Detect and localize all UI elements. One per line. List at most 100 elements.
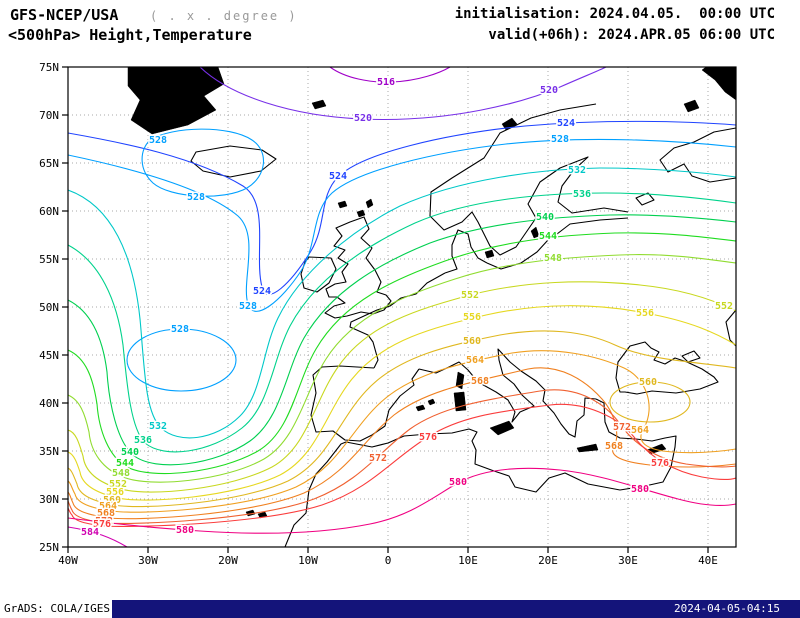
contour-line-524 [68,120,736,295]
lon-label: 30W [138,554,158,567]
contour-label-568: 568 [97,508,115,519]
contour-label-572: 572 [95,516,113,527]
contour-line-520 [199,67,607,121]
contour-label-564: 564 [631,425,649,436]
contour-label-544: 544 [539,231,557,242]
coastline [681,350,701,363]
contour-label-552: 552 [461,290,479,301]
contour-label-524: 524 [557,118,575,129]
contour-label-536: 536 [573,189,591,200]
lon-label: 10E [458,554,478,567]
contour-label-528: 528 [239,301,257,312]
lat-label: 25N [39,541,59,554]
contour-label-528: 528 [149,135,167,146]
coast-land [311,99,327,110]
contour-line-580 [68,467,736,534]
coast-land [356,209,366,218]
contour-label-560: 560 [463,336,481,347]
contour-label-548: 548 [544,253,562,264]
contour-label-532: 532 [149,421,167,432]
contour-label-520: 520 [540,85,558,96]
chart-title: <500hPa> Height,Temperature [8,26,252,44]
creation-timestamp: 2024-04-05-04:15 [674,602,780,615]
contour-line-576 [68,403,736,528]
contour-label-560: 560 [103,495,121,506]
contour-label-576: 576 [93,519,111,530]
coastline [429,103,629,256]
contour-label-516: 516 [377,77,395,88]
contour-label-572: 572 [613,422,631,433]
coastline [615,341,719,395]
lon-label: 20W [218,554,238,567]
contour-line-536 [68,192,736,453]
coast-land [683,99,700,113]
contour-label-524: 524 [253,286,271,297]
contour-label-576: 576 [651,458,669,469]
grid-resolution: ( . x . degree ) [150,9,298,23]
coastline [486,217,629,270]
coast-land [489,420,515,436]
contour-label-556: 556 [106,487,124,498]
contour-label-580: 580 [176,525,194,536]
contour-label-536: 536 [134,435,152,446]
footer-bar: 2024-04-05-04:15 [112,600,800,618]
coast-land [701,67,736,101]
contour-label-528: 528 [551,134,569,145]
coastline [418,348,597,438]
contour-label-568: 568 [471,376,489,387]
coastline [190,145,277,178]
contour-line-584 [68,526,128,547]
coast-land [415,404,426,412]
coastline [284,398,677,547]
coastline [635,192,655,206]
lon-label: 20E [538,554,558,567]
contour-line-560 [609,381,691,423]
contour-line-564 [68,350,736,513]
contour-label-556: 556 [636,308,654,319]
contour-label-544: 544 [116,458,134,469]
contour-label-524: 524 [329,171,347,182]
contour-label-552: 552 [109,479,127,490]
contour-line-568 [68,367,736,520]
contour-label-528: 528 [187,192,205,203]
coast-land [576,443,599,453]
coastline [444,229,488,274]
lat-label: 55N [39,253,59,266]
valid-time: valid(+06h): 2024.APR.05 06:00 UTC [488,27,775,43]
lon-label: 30E [618,554,638,567]
contour-label-556: 556 [463,312,481,323]
lon-label: 10W [298,554,318,567]
coastline [659,127,736,183]
lon-label: 40W [58,554,78,567]
lat-label: 40N [39,397,59,410]
coastline [324,216,392,319]
lat-label: 60N [39,205,59,218]
contour-label-520: 520 [354,113,372,124]
contour-label-580: 580 [631,484,649,495]
contour-label-564: 564 [466,355,484,366]
contours [68,67,736,547]
init-time: initialisation: 2024.04.05. 00:00 UTC [454,6,775,22]
contour-line-540 [68,214,736,466]
contour-line-528 [126,328,237,392]
coast-land [484,249,495,259]
lon-label: 40E [698,554,718,567]
contour-label-560: 560 [639,377,657,388]
contour-label-540: 540 [121,447,139,458]
contour-label-580: 580 [449,477,467,488]
contour-label-532: 532 [568,165,586,176]
contour-labels: 516 520 520 524 524 524 528 528 528 528 528 532 532 5… [79,76,734,540]
contour-line-544 [68,232,736,475]
coast-land [127,67,225,135]
coastline [310,365,420,442]
contour-label-552: 552 [715,301,733,312]
contour-label-568: 568 [605,441,623,452]
coast-land [427,398,436,406]
contour-line-548 [68,254,736,483]
coast-land [365,198,374,209]
lat-label: 35N [39,445,59,458]
contour-label-564: 564 [99,501,117,512]
axis-ticks [62,66,709,553]
